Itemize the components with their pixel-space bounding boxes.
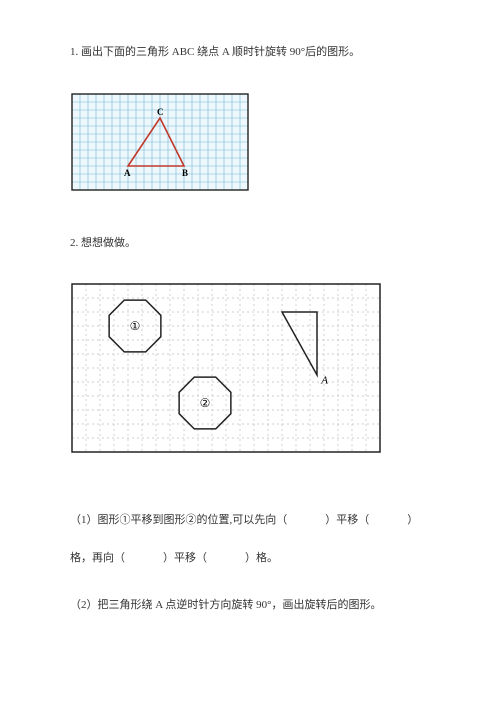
svg-text:A: A [124,168,131,178]
question-2-text: 2. 想想做做。 [70,235,430,253]
svg-text:A: A [320,375,328,387]
svg-text:B: B [182,168,188,178]
q2s1-part-d: 格，再向（ [70,552,125,564]
grid-shapes-svg: ① ② A [70,282,382,454]
question-2-sub2: （2）把三角形绕 A 点逆时针方向旋转 90°，画出旋转后的图形。 [70,597,430,615]
question-2-sub1: （1）图形①平移到图形②的位置,可以先向（ ）平移（ ） [70,507,430,533]
q2s1-part-a: （1）图形①平移到图形②的位置,可以先向（ [70,514,287,526]
page: 1. 画出下面的三角形 ABC 绕点 A 顺时针旋转 90°后的图形。 ABC … [0,0,500,685]
svg-text:①: ① [130,319,141,333]
figure-1: A B C [70,92,430,195]
svg-text:C: C [157,107,164,117]
q2s1-part-b: ）平移（ [325,514,369,526]
question-2-sub1-line2: 格，再向（ ）平移（ ）格。 [70,545,430,571]
question-1-text: 1. 画出下面的三角形 ABC 绕点 A 顺时针旋转 90°后的图形。 [70,44,430,62]
q2s1-part-f: ）格。 [245,552,278,564]
grid-triangle-svg: A B C [70,92,250,192]
figure-2: ① ② A [70,282,430,457]
q2s1-part-e: ）平移（ [163,552,207,564]
q2s1-part-c: ） [407,514,418,526]
svg-text:②: ② [200,396,211,410]
